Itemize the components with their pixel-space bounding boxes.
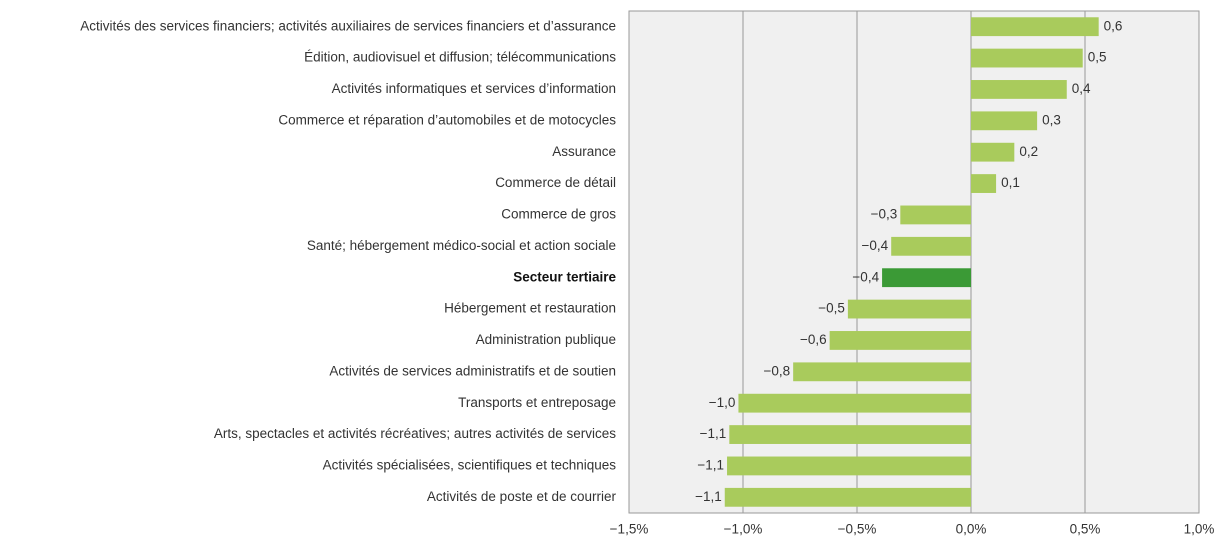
bar (891, 236, 971, 256)
value-label: −0,3 (871, 207, 898, 222)
value-label: −0,4 (852, 269, 879, 284)
value-label: −1,1 (697, 458, 724, 473)
value-label: 0,2 (1019, 144, 1038, 159)
bar (793, 362, 971, 382)
value-label: 0,5 (1088, 50, 1107, 65)
value-label: 0,1 (1001, 175, 1020, 190)
bar (729, 425, 971, 444)
bar (971, 17, 1099, 37)
y-tick-label: Commerce de détail (495, 175, 616, 190)
value-label: −0,6 (800, 332, 827, 347)
bar (738, 393, 971, 413)
y-tick-label: Activités informatiques et services d’in… (332, 81, 616, 96)
y-tick-label: Activités de services administratifs et … (329, 363, 616, 378)
bar (971, 111, 1038, 131)
x-tick-label: −1,5% (610, 522, 649, 537)
y-tick-label: Activités des services financiers; activ… (80, 18, 616, 33)
bar (727, 456, 971, 476)
value-label: −0,5 (818, 301, 845, 316)
value-label: −1,1 (700, 426, 727, 441)
bar (971, 174, 997, 193)
y-tick-label: Assurance (552, 144, 616, 159)
value-label: 0,6 (1104, 18, 1123, 33)
y-tick-label: Activités de poste et de courrier (427, 489, 617, 504)
bar (971, 142, 1015, 162)
value-label: −1,1 (695, 489, 722, 504)
x-tick-label: −1,0% (724, 522, 763, 537)
y-tick-label: Commerce de gros (501, 207, 616, 222)
y-tick-label: Arts, spectacles et activités récréative… (214, 426, 616, 441)
bar (847, 299, 971, 319)
x-tick-label: 0,0% (956, 522, 987, 537)
y-tick-label: Santé; hébergement médico-social et acti… (307, 238, 616, 253)
value-label: 0,4 (1072, 81, 1091, 96)
y-tick-label: Hébergement et restauration (444, 301, 616, 316)
y-tick-label: Transports et entreposage (458, 395, 616, 410)
bar (971, 48, 1083, 68)
bar (900, 205, 971, 225)
bar (882, 268, 971, 288)
x-tick-label: −0,5% (838, 522, 877, 537)
x-tick-label: 0,5% (1070, 522, 1101, 537)
y-tick-label: Secteur tertiaire (513, 269, 616, 284)
y-tick-label: Activités spécialisées, scientifiques et… (323, 458, 617, 473)
y-tick-label: Commerce et réparation d’automobiles et … (278, 112, 616, 127)
bar (971, 80, 1067, 99)
value-label: −1,0 (709, 395, 736, 410)
value-label: 0,3 (1042, 112, 1061, 127)
value-label: −0,8 (764, 363, 791, 378)
x-tick-label: 1,0% (1184, 522, 1215, 537)
bar (724, 487, 971, 507)
bar (829, 331, 971, 350)
y-tick-label: Édition, audiovisuel et diffusion; téléc… (304, 50, 616, 65)
y-tick-label: Administration publique (476, 332, 616, 347)
value-label: −0,4 (862, 238, 889, 253)
